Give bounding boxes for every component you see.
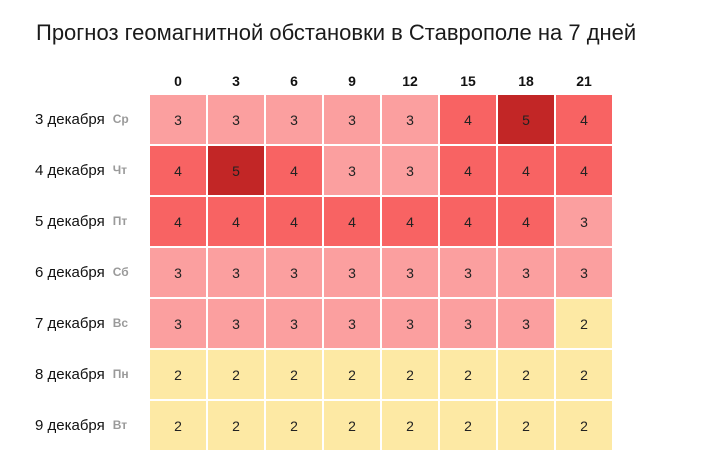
heatmap-cell: 3	[498, 248, 554, 297]
row-date: 5 декабря	[35, 212, 105, 230]
heatmap-cell: 3	[266, 299, 322, 348]
heatmap-cell: 3	[440, 248, 496, 297]
heatmap-cell: 3	[150, 299, 206, 348]
column-header-hour-6: 6	[290, 73, 298, 89]
row-date: 3 декабря	[35, 110, 105, 128]
column-header-hour-21: 21	[576, 73, 592, 89]
heatmap-cell: 2	[498, 350, 554, 399]
heatmap-cell: 4	[440, 95, 496, 144]
heatmap-cell: 5	[208, 146, 264, 195]
heatmap-cell: 3	[556, 197, 612, 246]
heatmap-cell: 3	[150, 95, 206, 144]
row-label: 3 декабря Ср	[35, 95, 129, 143]
heatmap-cell: 3	[498, 299, 554, 348]
heatmap-cell: 2	[556, 401, 612, 450]
heatmap-cell: 3	[324, 248, 380, 297]
heatmap-cell: 3	[266, 248, 322, 297]
heatmap-cell: 3	[266, 95, 322, 144]
heatmap-cell: 4	[498, 146, 554, 195]
heatmap-cell: 5	[498, 95, 554, 144]
row-label: 6 декабря Сб	[35, 248, 129, 296]
row-weekday: Пт	[112, 214, 128, 228]
heatmap-cell: 3	[150, 248, 206, 297]
row-date: 4 декабря	[35, 161, 105, 179]
heatmap-cell: 4	[324, 197, 380, 246]
row-date: 8 декабря	[35, 365, 105, 383]
row-label: 9 декабря Вт	[35, 401, 127, 449]
heatmap-cell: 3	[208, 299, 264, 348]
heatmap-cell: 2	[266, 401, 322, 450]
heatmap-cell: 4	[266, 197, 322, 246]
row-date: 9 декабря	[35, 416, 105, 434]
heatmap-cell: 2	[266, 350, 322, 399]
heatmap-cell: 4	[266, 146, 322, 195]
heatmap-cell: 2	[150, 401, 206, 450]
heatmap-cell: 4	[382, 197, 438, 246]
row-label: 7 декабря Вс	[35, 299, 128, 347]
heatmap-cell: 2	[440, 401, 496, 450]
heatmap-cell: 3	[382, 95, 438, 144]
heatmap-cell: 2	[498, 401, 554, 450]
heatmap-cell: 3	[208, 248, 264, 297]
heatmap-cell: 3	[382, 248, 438, 297]
column-header-hour-9: 9	[348, 73, 356, 89]
heatmap-cell: 4	[498, 197, 554, 246]
heatmap-cell: 2	[324, 401, 380, 450]
heatmap-cell: 2	[556, 299, 612, 348]
heatmap-cell: 4	[208, 197, 264, 246]
chart-title: Прогноз геомагнитной обстановки в Ставро…	[36, 20, 637, 45]
heatmap-cell: 3	[324, 95, 380, 144]
column-header-hour-18: 18	[518, 73, 534, 89]
row-weekday: Вс	[112, 316, 129, 330]
heatmap-cell: 2	[208, 401, 264, 450]
heatmap-cell: 2	[440, 350, 496, 399]
heatmap-cell: 2	[324, 350, 380, 399]
column-header-hour-12: 12	[402, 73, 418, 89]
row-weekday: Ср	[112, 112, 129, 126]
row-weekday: Вт	[112, 418, 128, 432]
heatmap-cell: 4	[556, 146, 612, 195]
row-weekday: Чт	[112, 163, 128, 177]
heatmap-cell: 4	[150, 146, 206, 195]
row-date: 7 декабря	[35, 314, 105, 332]
heatmap-cell: 2	[150, 350, 206, 399]
heatmap-cell: 3	[440, 299, 496, 348]
heatmap-cell: 4	[440, 197, 496, 246]
heatmap-cell: 4	[556, 95, 612, 144]
heatmap-cell: 3	[382, 299, 438, 348]
heatmap-cell: 2	[208, 350, 264, 399]
heatmap-cell: 3	[324, 299, 380, 348]
row-label: 5 декабря Пт	[35, 197, 127, 245]
column-header-hour-3: 3	[232, 73, 240, 89]
row-weekday: Сб	[112, 265, 129, 279]
heatmap-cell: 3	[208, 95, 264, 144]
column-header-hour-0: 0	[174, 73, 182, 89]
row-date: 6 декабря	[35, 263, 105, 281]
heatmap-cell: 2	[556, 350, 612, 399]
heatmap-cell: 2	[382, 350, 438, 399]
row-label: 8 декабря Пн	[35, 350, 129, 398]
heatmap-cell: 4	[440, 146, 496, 195]
heatmap-cell: 3	[382, 146, 438, 195]
heatmap-cell: 3	[324, 146, 380, 195]
heatmap-cell: 4	[150, 197, 206, 246]
column-header-hour-15: 15	[460, 73, 476, 89]
row-weekday: Пн	[112, 367, 129, 381]
heatmap-cell: 2	[382, 401, 438, 450]
row-label: 4 декабря Чт	[35, 146, 127, 194]
heatmap-cell: 3	[556, 248, 612, 297]
